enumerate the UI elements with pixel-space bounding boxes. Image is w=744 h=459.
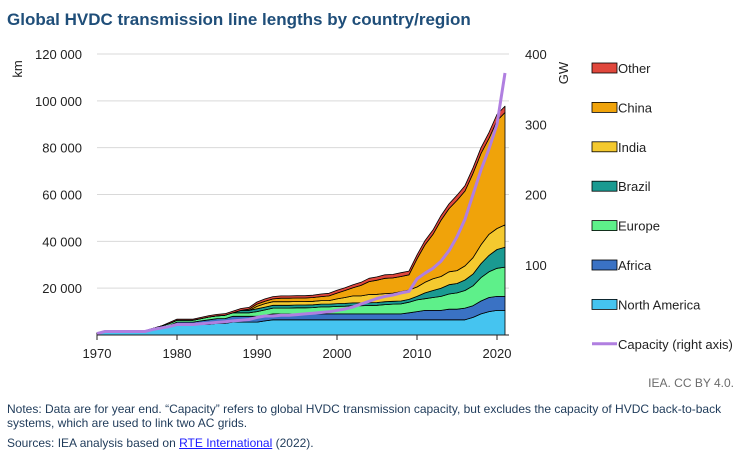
legend-swatch-north-america bbox=[591, 298, 618, 310]
legend: Other China India Brazil Europe Africa North A… bbox=[591, 61, 733, 352]
legend-label-europe: Europe bbox=[618, 219, 660, 234]
legend-label-africa: Africa bbox=[618, 258, 652, 273]
chart-title: Global HVDC transmission line lengths by… bbox=[7, 10, 471, 29]
y2-tick-label: 200 bbox=[525, 188, 547, 203]
y-axis-label: km bbox=[10, 60, 25, 77]
y2-tick-label: 100 bbox=[525, 258, 547, 273]
rte-international-link[interactable]: RTE International bbox=[179, 436, 273, 450]
legend-label-india: India bbox=[618, 140, 647, 155]
y2-axis-ticks: 100 200 300 400 GW bbox=[525, 47, 571, 273]
y-axis-ticks: 20 000 40 000 60 000 80 000 100 000 120 000 km bbox=[10, 47, 82, 296]
x-tick-label: 2000 bbox=[323, 346, 352, 361]
sources-prefix: Sources: IEA analysis based on bbox=[7, 436, 180, 450]
legend-swatch-india bbox=[591, 141, 618, 153]
y2-tick-label: 400 bbox=[525, 47, 547, 62]
x-tick-label: 1990 bbox=[243, 346, 272, 361]
legend-swatch-africa bbox=[591, 259, 618, 271]
legend-swatch-other bbox=[591, 62, 618, 74]
y-tick-label: 40 000 bbox=[42, 234, 82, 249]
x-tick-label: 2020 bbox=[483, 346, 512, 361]
capacity-line bbox=[96, 72, 507, 336]
y-tick-label: 20 000 bbox=[42, 281, 82, 296]
x-tick-label: 1970 bbox=[83, 346, 112, 361]
y-tick-label: 80 000 bbox=[42, 141, 82, 156]
y-tick-label: 120 000 bbox=[35, 47, 82, 62]
x-tick-label: 2010 bbox=[403, 346, 432, 361]
stacked-areas bbox=[96, 105, 506, 336]
x-tick-label: 1980 bbox=[163, 346, 192, 361]
y-tick-label: 100 000 bbox=[35, 94, 82, 109]
legend-label-china: China bbox=[618, 100, 653, 115]
legend-swatch-brazil bbox=[591, 180, 618, 192]
legend-label-other: Other bbox=[618, 61, 651, 76]
area-other bbox=[96, 105, 506, 334]
credit: IEA. CC BY 4.0. bbox=[648, 376, 734, 390]
legend-label-capacity-right-axis: Capacity (right axis) bbox=[618, 337, 733, 352]
legend-swatch-china bbox=[591, 102, 618, 113]
y-tick-label: 60 000 bbox=[42, 188, 82, 203]
sources-suffix: (2022). bbox=[272, 436, 314, 450]
legend-label-north-america: North America bbox=[618, 297, 701, 312]
legend-label-brazil: Brazil bbox=[618, 179, 651, 194]
hvdc-chart: 20 000 40 000 60 000 80 000 100 000 120 000 km… bbox=[10, 47, 733, 361]
sources: Sources: IEA analysis based on RTE Inter… bbox=[7, 436, 314, 450]
legend-swatch-europe bbox=[591, 220, 618, 232]
y2-tick-label: 300 bbox=[525, 117, 547, 132]
x-axis-ticks: 1970 1980 1990 2000 2010 2020 bbox=[83, 335, 512, 361]
capacity-line-path bbox=[96, 72, 507, 336]
y2-axis-label: GW bbox=[556, 61, 571, 84]
notes: Notes: Data are for year end. “Capacity”… bbox=[7, 402, 722, 430]
